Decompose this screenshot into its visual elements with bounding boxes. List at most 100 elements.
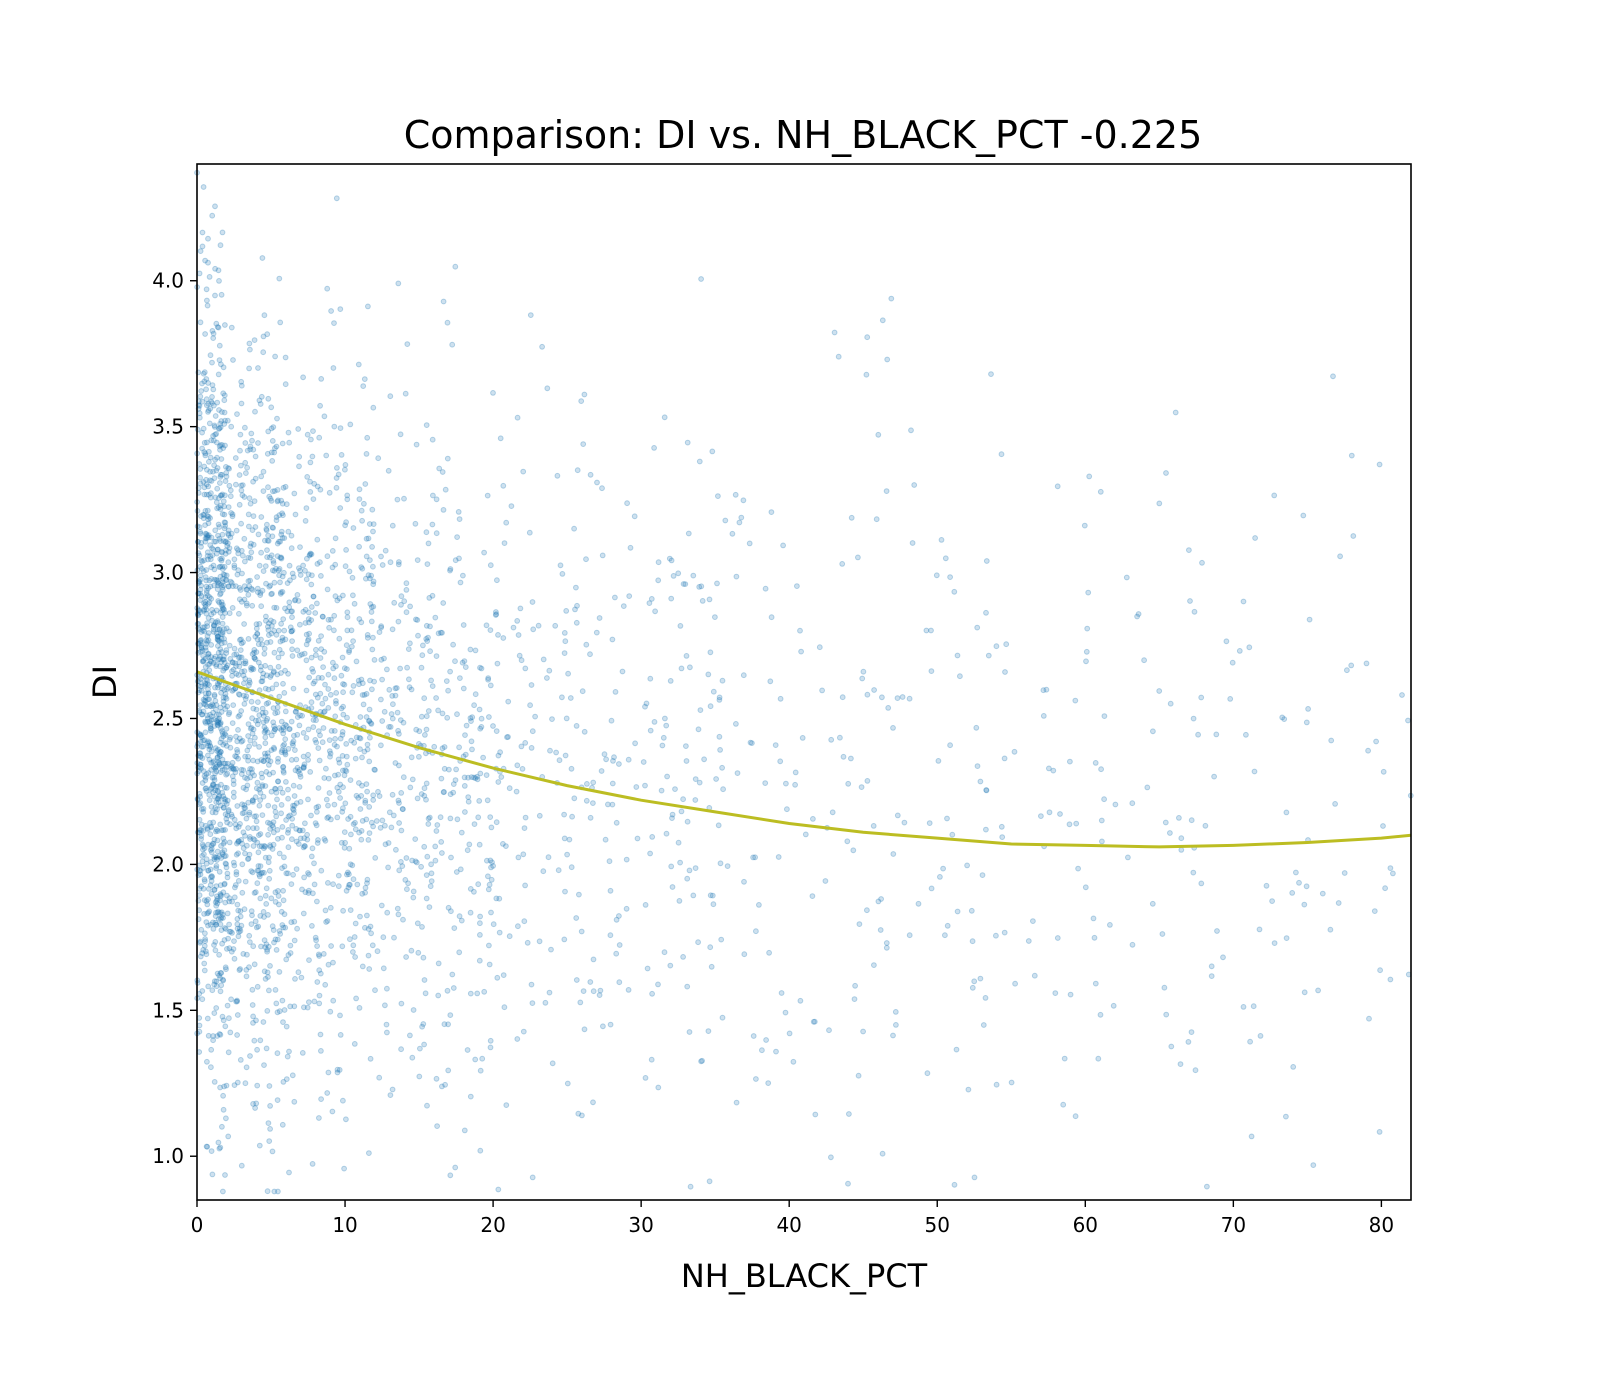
scatter-point (763, 1037, 769, 1043)
scatter-point (263, 527, 270, 534)
scatter-point (308, 581, 315, 588)
scatter-point (792, 781, 798, 788)
scatter-point (325, 802, 331, 809)
scatter-point (593, 629, 600, 636)
scatter-point (211, 475, 218, 482)
scatter-point (988, 371, 994, 378)
scatter-point (255, 867, 262, 874)
scatter-point (856, 921, 863, 927)
scatter-point (477, 920, 483, 927)
scatter-point (747, 739, 754, 746)
scatter-point (215, 908, 222, 915)
scatter-point (212, 939, 219, 945)
scatter-point (597, 987, 604, 994)
scatter-point (214, 582, 221, 589)
scatter-point (606, 858, 613, 865)
scatter-point (1098, 817, 1105, 824)
scatter-point (424, 638, 431, 644)
scatter-point (367, 720, 374, 726)
scatter-point (1075, 865, 1081, 872)
scatter-point (306, 957, 312, 963)
scatter-point (297, 827, 303, 834)
scatter-point (375, 455, 382, 462)
scatter-point (1101, 796, 1107, 803)
scatter-point (379, 562, 386, 568)
scatter-point (244, 842, 250, 849)
scatter-point (217, 1144, 224, 1151)
scatter-point (299, 827, 306, 834)
scatter-point (249, 665, 256, 672)
scatter-point (199, 380, 205, 387)
scatter-point (391, 599, 398, 606)
scatter-point (311, 678, 318, 685)
scatter-point (668, 863, 675, 870)
scatter-point (207, 866, 214, 873)
scatter-point (281, 741, 288, 748)
scatter-point (214, 546, 221, 553)
scatter-point (245, 554, 252, 561)
scatter-point (1040, 687, 1047, 694)
scatter-point (202, 664, 209, 670)
scatter-point (484, 857, 490, 864)
scatter-point (276, 1008, 283, 1015)
scatter-point (223, 743, 230, 749)
scatter-point (218, 749, 224, 755)
scatter-point (222, 796, 229, 802)
scatter-point (348, 831, 354, 838)
scatter-point (522, 814, 529, 821)
scatter-point (212, 854, 219, 860)
scatter-point (218, 892, 224, 898)
scatter-point (219, 849, 226, 856)
scatter-point (257, 797, 264, 803)
scatter-point (325, 961, 332, 968)
scatter-point (271, 726, 278, 732)
scatter-point (264, 547, 270, 553)
scatter-point (447, 1012, 454, 1018)
scatter-point (378, 742, 384, 749)
scatter-point (234, 749, 241, 756)
scatter-point (313, 937, 320, 944)
scatter-point (225, 684, 232, 691)
scatter-point (220, 667, 227, 674)
scatter-point (212, 619, 219, 626)
scatter-point (288, 628, 295, 635)
scatter-point (219, 579, 226, 585)
scatter-point (719, 764, 725, 771)
scatter-point (348, 627, 355, 634)
scatter-point (733, 1099, 740, 1106)
scatter-point (292, 596, 299, 603)
scatter-point (432, 614, 439, 621)
scatter-point (220, 1188, 226, 1195)
scatter-point (241, 621, 248, 627)
scatter-point (303, 576, 310, 583)
scatter-point (275, 497, 281, 504)
scatter-point (355, 677, 362, 684)
scatter-point (261, 312, 268, 319)
scatter-point (720, 786, 726, 793)
scatter-point (1176, 815, 1182, 821)
scatter-point (224, 892, 230, 899)
scatter-point (255, 365, 261, 371)
scatter-point (363, 451, 370, 457)
y-axis: 1.01.52.02.53.03.54.0 (152, 269, 197, 1168)
scatter-point (200, 737, 207, 744)
scatter-point (271, 746, 278, 752)
scatter-point (196, 270, 203, 277)
scatter-point (203, 785, 210, 792)
scatter-point (220, 582, 227, 589)
scatter-point (1134, 613, 1140, 620)
scatter-point (520, 468, 527, 475)
scatter-point (330, 365, 337, 371)
scatter-point (211, 1010, 218, 1016)
scatter-point (506, 933, 513, 940)
scatter-point (200, 743, 207, 750)
scatter-point (210, 330, 217, 337)
scatter-point (206, 577, 213, 584)
scatter-point (692, 865, 699, 871)
scatter-point (274, 936, 281, 943)
scatter-point (969, 938, 976, 945)
scatter-point (238, 598, 245, 605)
scatter-point (204, 466, 210, 473)
scatter-point (251, 961, 258, 968)
scatter-point (270, 719, 277, 726)
